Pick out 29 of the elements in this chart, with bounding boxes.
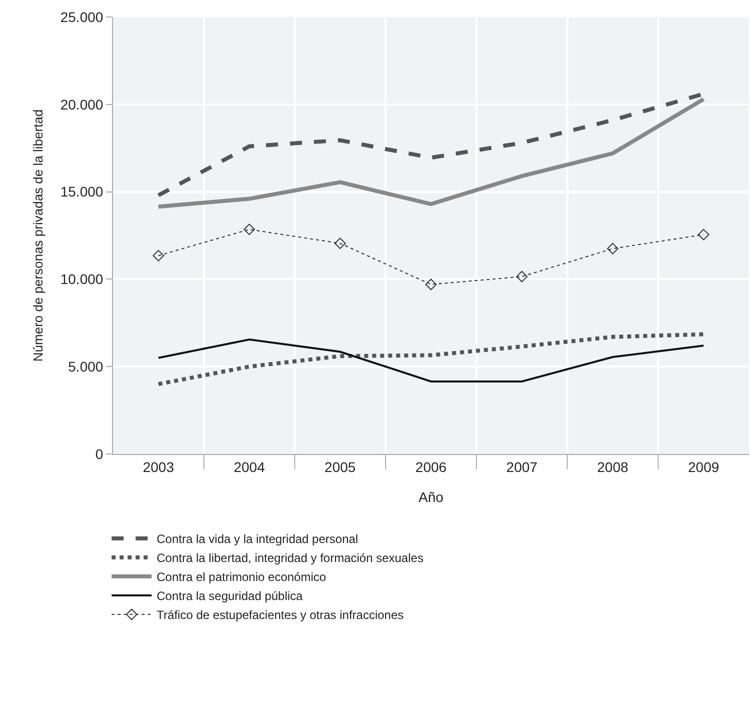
legend-label: Tráfico de estupefacientes y otras infracciones — [156, 608, 404, 622]
y-tick-label: 25.000 — [60, 8, 104, 25]
x-tick-label: 2006 — [415, 458, 447, 475]
legend-label: Contra la libertad, integridad y formación sexuales — [156, 551, 424, 566]
y-tick-label: 20.000 — [60, 96, 104, 112]
line-series — [156, 332, 706, 386]
point — [334, 238, 346, 250]
legend-label: Contra el patrimonio económico — [156, 570, 326, 584]
point — [607, 242, 618, 254]
y-tick-label: 15.000 — [60, 184, 104, 200]
legend-label: Contra la vida y la integridad personal — [156, 532, 358, 546]
x-axis-title: Año — [418, 489, 444, 506]
x-tick-label: 2008 — [597, 458, 628, 475]
x-tick-label: 2007 — [506, 458, 538, 475]
y-axis-title: Número de personas privadas de la libertad — [30, 109, 46, 362]
y-tick-label: 5.000 — [68, 358, 104, 374]
legend-label: Contra la seguridad pública — [156, 589, 304, 604]
y-tick-label: 0 — [95, 446, 104, 462]
point — [698, 228, 710, 240]
y-tick-label: 10.000 — [60, 271, 104, 288]
x-tick-label: 2004 — [234, 458, 266, 475]
line-series — [157, 338, 705, 382]
x-tick-label: 2003 — [142, 458, 174, 475]
point — [516, 270, 528, 282]
point — [425, 278, 437, 290]
x-tick-label: 2005 — [324, 458, 356, 475]
x-tick-label: 2009 — [688, 458, 720, 475]
point — [244, 224, 255, 236]
point — [152, 250, 164, 262]
